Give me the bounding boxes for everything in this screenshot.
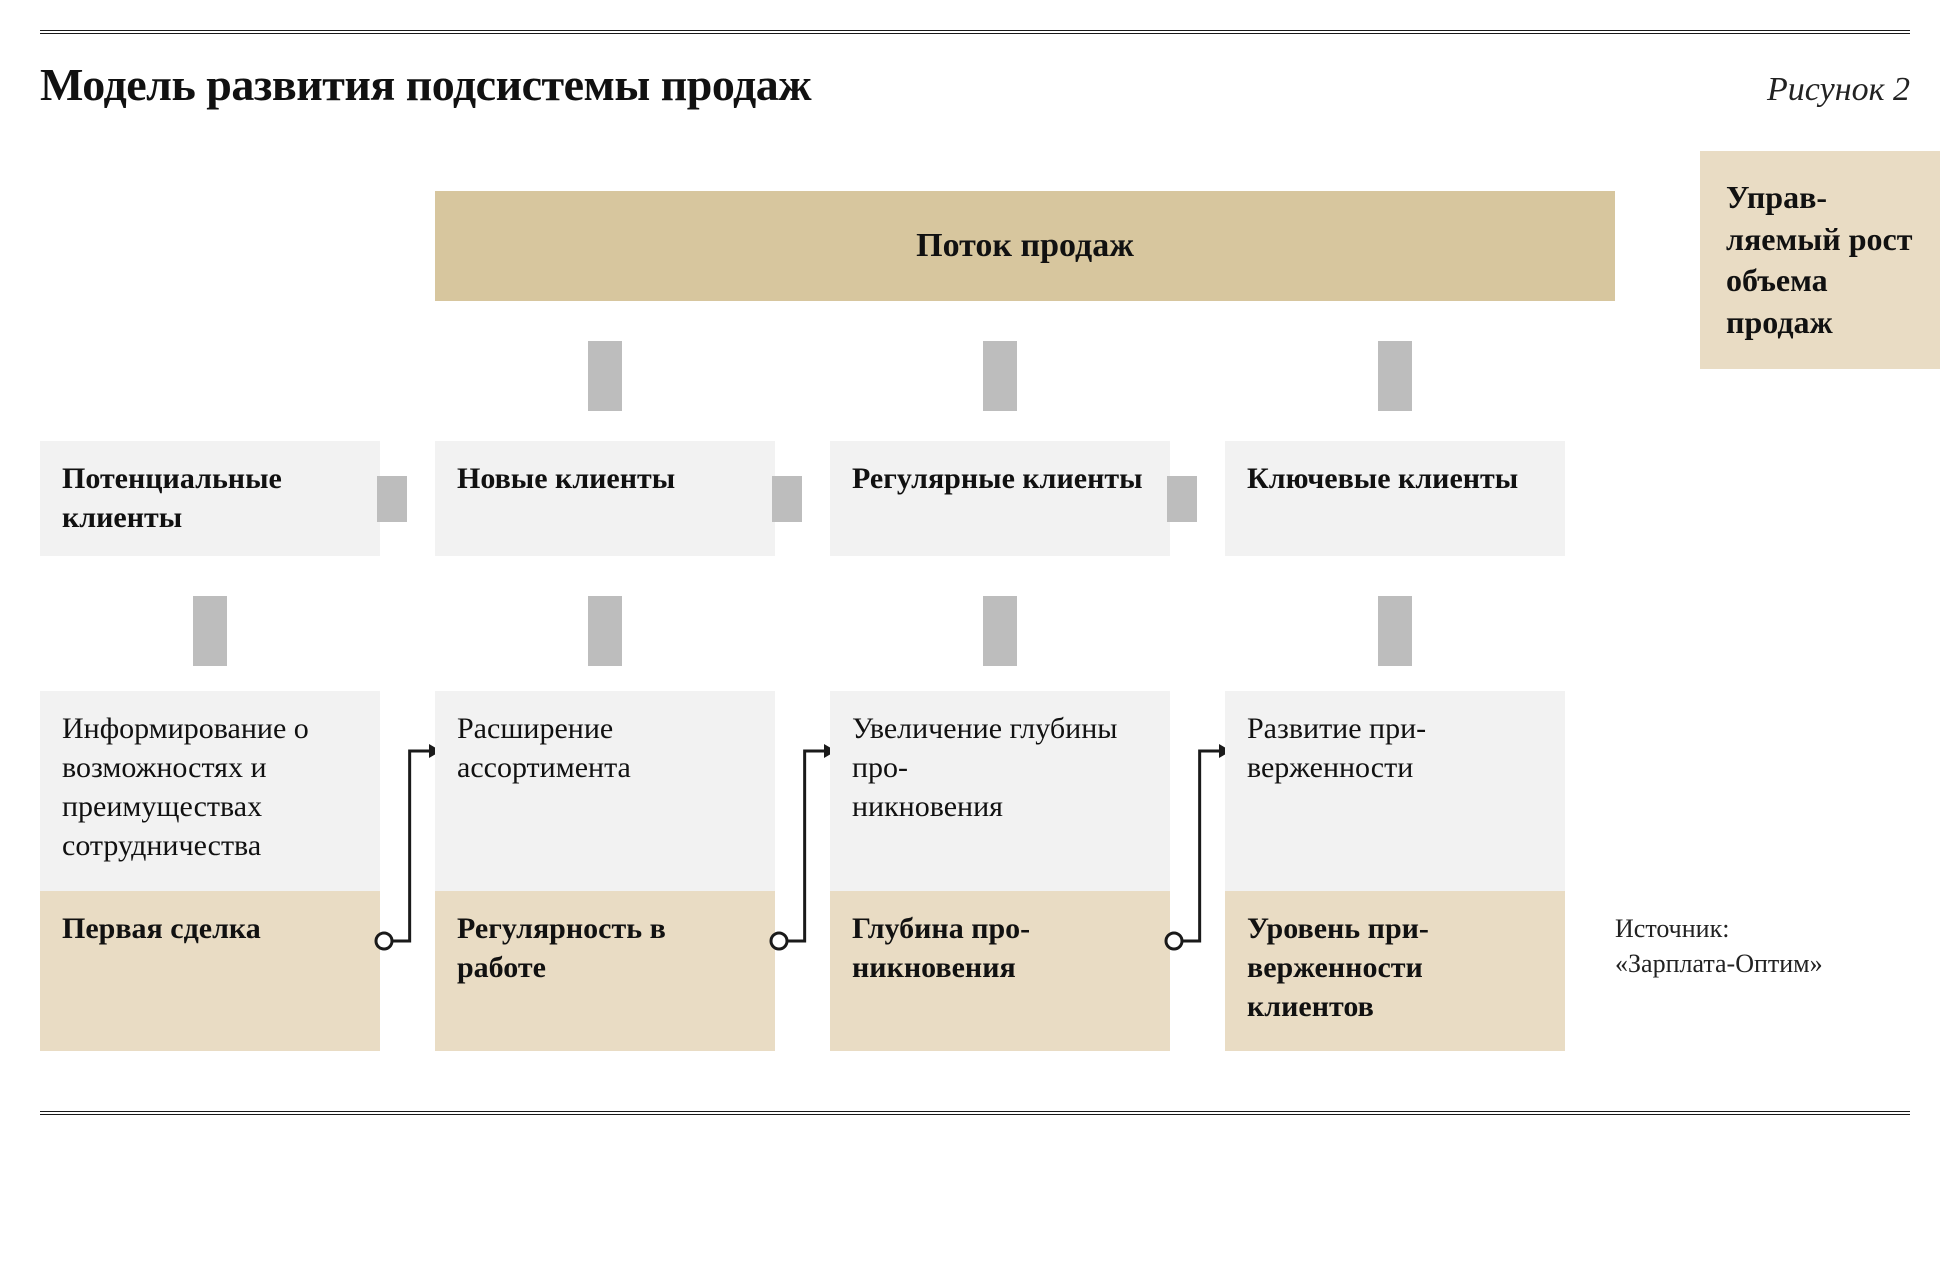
metric-box: Глубина про- никновения: [830, 891, 1170, 1051]
arrow-up-to-flow-icon: [1361, 307, 1429, 411]
arrow-up-to-client-icon: [571, 562, 639, 666]
result-box: Управ- ляемый рост объема продаж: [1700, 151, 1940, 369]
client-stage-box: Регулярные клиенты: [830, 441, 1170, 556]
diagram-canvas: Поток продажУправ- ляемый рост объема пр…: [40, 151, 1910, 1081]
arrow-right-between-clients-icon: [377, 465, 437, 533]
metric-box: Первая сделка: [40, 891, 380, 1051]
bottom-rule: [40, 1111, 1910, 1115]
action-box: Развитие при- верженности: [1225, 691, 1565, 891]
top-rule: [40, 30, 1910, 34]
header: Модель развития подсистемы продаж Рисуно…: [40, 58, 1910, 111]
figure-number: Рисунок 2: [1767, 71, 1910, 109]
arrow-up-to-client-icon: [966, 562, 1034, 666]
arrow-up-to-flow-icon: [571, 307, 639, 411]
source-value: «Зарплата-Оптим»: [1615, 949, 1823, 978]
arrow-up-to-client-icon: [1361, 562, 1429, 666]
client-stage-box: Ключевые клиенты: [1225, 441, 1565, 556]
arrow-right-between-clients-icon: [1167, 465, 1227, 533]
action-box: Информирование о возможностях и преимуще…: [40, 691, 380, 891]
arrow-right-between-clients-icon: [772, 465, 832, 533]
page-title: Модель развития подсистемы продаж: [40, 58, 811, 111]
metric-box: Уровень при- верженности клиентов: [1225, 891, 1565, 1051]
client-stage-box: Новые клиенты: [435, 441, 775, 556]
metric-box: Регулярность в работе: [435, 891, 775, 1051]
sales-flow-bar: Поток продаж: [435, 191, 1615, 301]
action-box: Расширение ассортимента: [435, 691, 775, 891]
client-stage-box: Потенциальные клиенты: [40, 441, 380, 556]
arrow-up-to-flow-icon: [966, 307, 1034, 411]
source-credit: Источник: «Зарплата-Оптим»: [1615, 911, 1875, 981]
source-label: Источник:: [1615, 914, 1729, 943]
arrow-up-to-client-icon: [176, 562, 244, 666]
action-box: Увеличение глубины про- никновения: [830, 691, 1170, 891]
